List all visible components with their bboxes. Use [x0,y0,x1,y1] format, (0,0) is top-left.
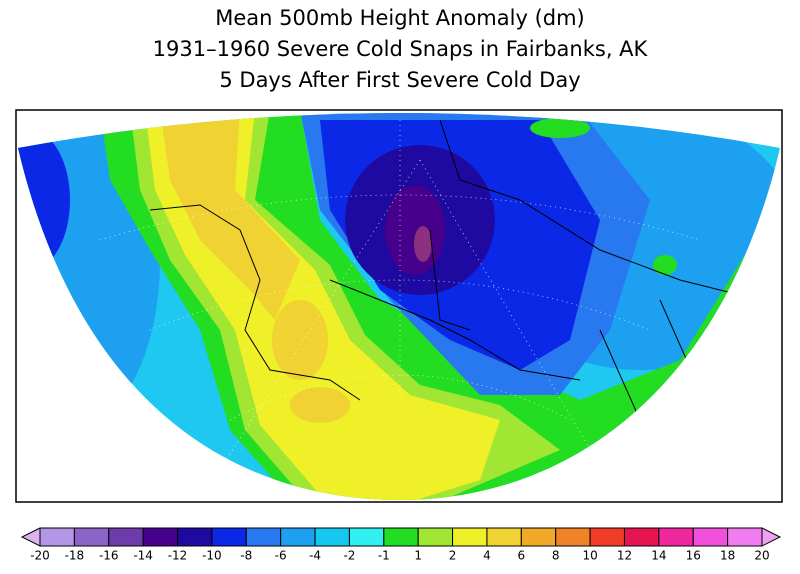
colorbar-label: 4 [483,549,491,563]
colorbar-label: 20 [754,549,769,563]
colorbar-label: -2 [343,549,355,563]
colorbar-box [417,527,454,547]
colorbar-label: -16 [99,549,119,563]
colorbar-label: -14 [133,549,153,563]
colorbar-box [486,527,522,547]
colorbar-label: 12 [617,549,632,563]
colorbar-label: -10 [202,549,222,563]
colorbar-box [314,527,350,547]
colorbar-box [280,527,316,547]
colorbar-box [589,527,625,547]
colorbar-box [108,527,144,547]
title-line: Mean 500mb Height Anomaly (dm) [215,6,585,30]
colorbar-box [142,527,179,547]
colorbar-label: -12 [168,549,188,563]
colorbar-box [39,527,75,547]
colorbar-label: 16 [686,549,701,563]
colorbar-box [245,527,282,547]
colorbar-box [211,527,247,547]
title-line: 1931–1960 Severe Cold Snaps in Fairbanks… [153,37,649,61]
colorbar-label: 14 [651,549,666,563]
colorbar-label: 2 [449,549,457,563]
colorbar-end [761,527,782,547]
colorbar-box [520,527,557,547]
colorbar-box [452,527,488,547]
colorbar-box [692,527,729,547]
colorbar-box [73,527,110,547]
colorbar-box [727,527,763,547]
colorbar-label: 6 [518,549,526,563]
colorbar-box [348,527,385,547]
titles: Mean 500mb Height Anomaly (dm) 1931–1960… [153,6,649,92]
colorbar-label: -20 [30,549,50,563]
colorbar-end [20,527,41,547]
colorbar-label: 18 [720,549,735,563]
colorbar-label: -4 [309,549,321,563]
colorbar-box [383,527,419,547]
colorbar-label: 1 [414,549,422,563]
colorbar-label: -6 [275,549,287,563]
colorbar-label: -18 [65,549,85,563]
title-line: 5 Days After First Severe Cold Day [219,68,580,92]
colorbar-box [555,527,591,547]
colorbar: -20 -18 -16 -14 -12 -10 -8 -6 -4 -2 -1 1 2 4 6 8 10 12 14 1… [20,527,782,563]
colorbar-box [623,527,660,547]
colorbar-label: 8 [552,549,560,563]
colorbar-label: 10 [582,549,597,563]
colorbar-label: -1 [378,549,390,563]
colorbar-label: -8 [240,549,252,563]
colorbar-box [177,527,213,547]
colorbar-box [658,527,694,547]
